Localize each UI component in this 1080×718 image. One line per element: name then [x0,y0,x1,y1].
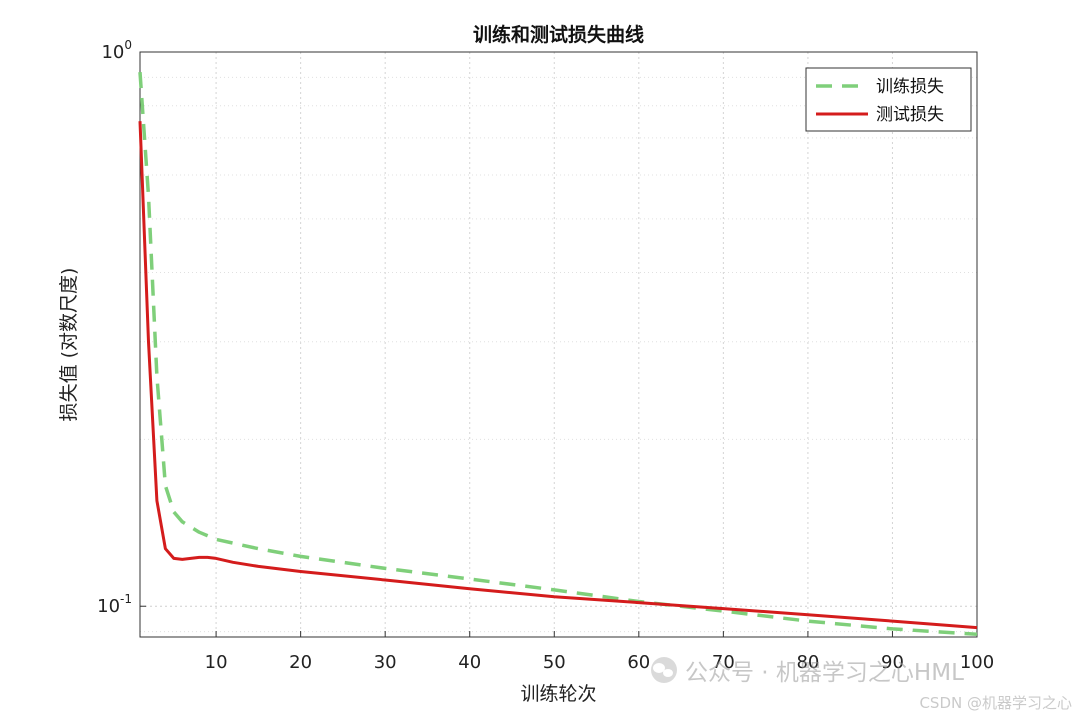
axis-ticks: 10 20 30 40 50 60 70 80 90 100 100 10-1 [97,38,994,673]
y-tick-label: 100 [101,38,132,63]
series-lines [138,71,978,637]
x-tick-label: 90 [881,652,904,673]
train-loss-line [138,71,978,637]
wechat-icon [651,657,677,683]
chart-title: 训练和测试损失曲线 [473,23,644,46]
x-tick-label: 40 [458,652,481,673]
legend-label-train: 训练损失 [876,77,944,97]
x-tick-label: 10 [205,652,228,673]
y-tick-label: 10-1 [97,592,132,617]
x-axis-label: 训练轮次 [520,683,596,705]
x-tick-label: 80 [796,652,819,673]
x-tick-label: 50 [543,652,566,673]
grid [140,51,978,637]
y-axis-label: 损失值 (对数尺度) [58,268,80,422]
x-tick-label: 60 [627,652,650,673]
plot-frame [139,51,978,638]
x-tick-label: 20 [289,652,312,673]
watermark-account: 公众号 · 机器学习之心HML [685,660,964,686]
legend: 训练损失 测试损失 [805,67,972,132]
test-loss-line [138,121,978,630]
watermark: 公众号 · 机器学习之心HML CSDN @机器学习之心 [651,657,1072,712]
watermark-credit: CSDN @机器学习之心 [919,694,1072,712]
x-tick-label: 30 [374,652,397,673]
legend-box [805,67,972,132]
legend-label-test: 测试损失 [876,105,944,125]
x-tick-label: 100 [960,652,994,673]
x-tick-label: 70 [712,652,735,673]
